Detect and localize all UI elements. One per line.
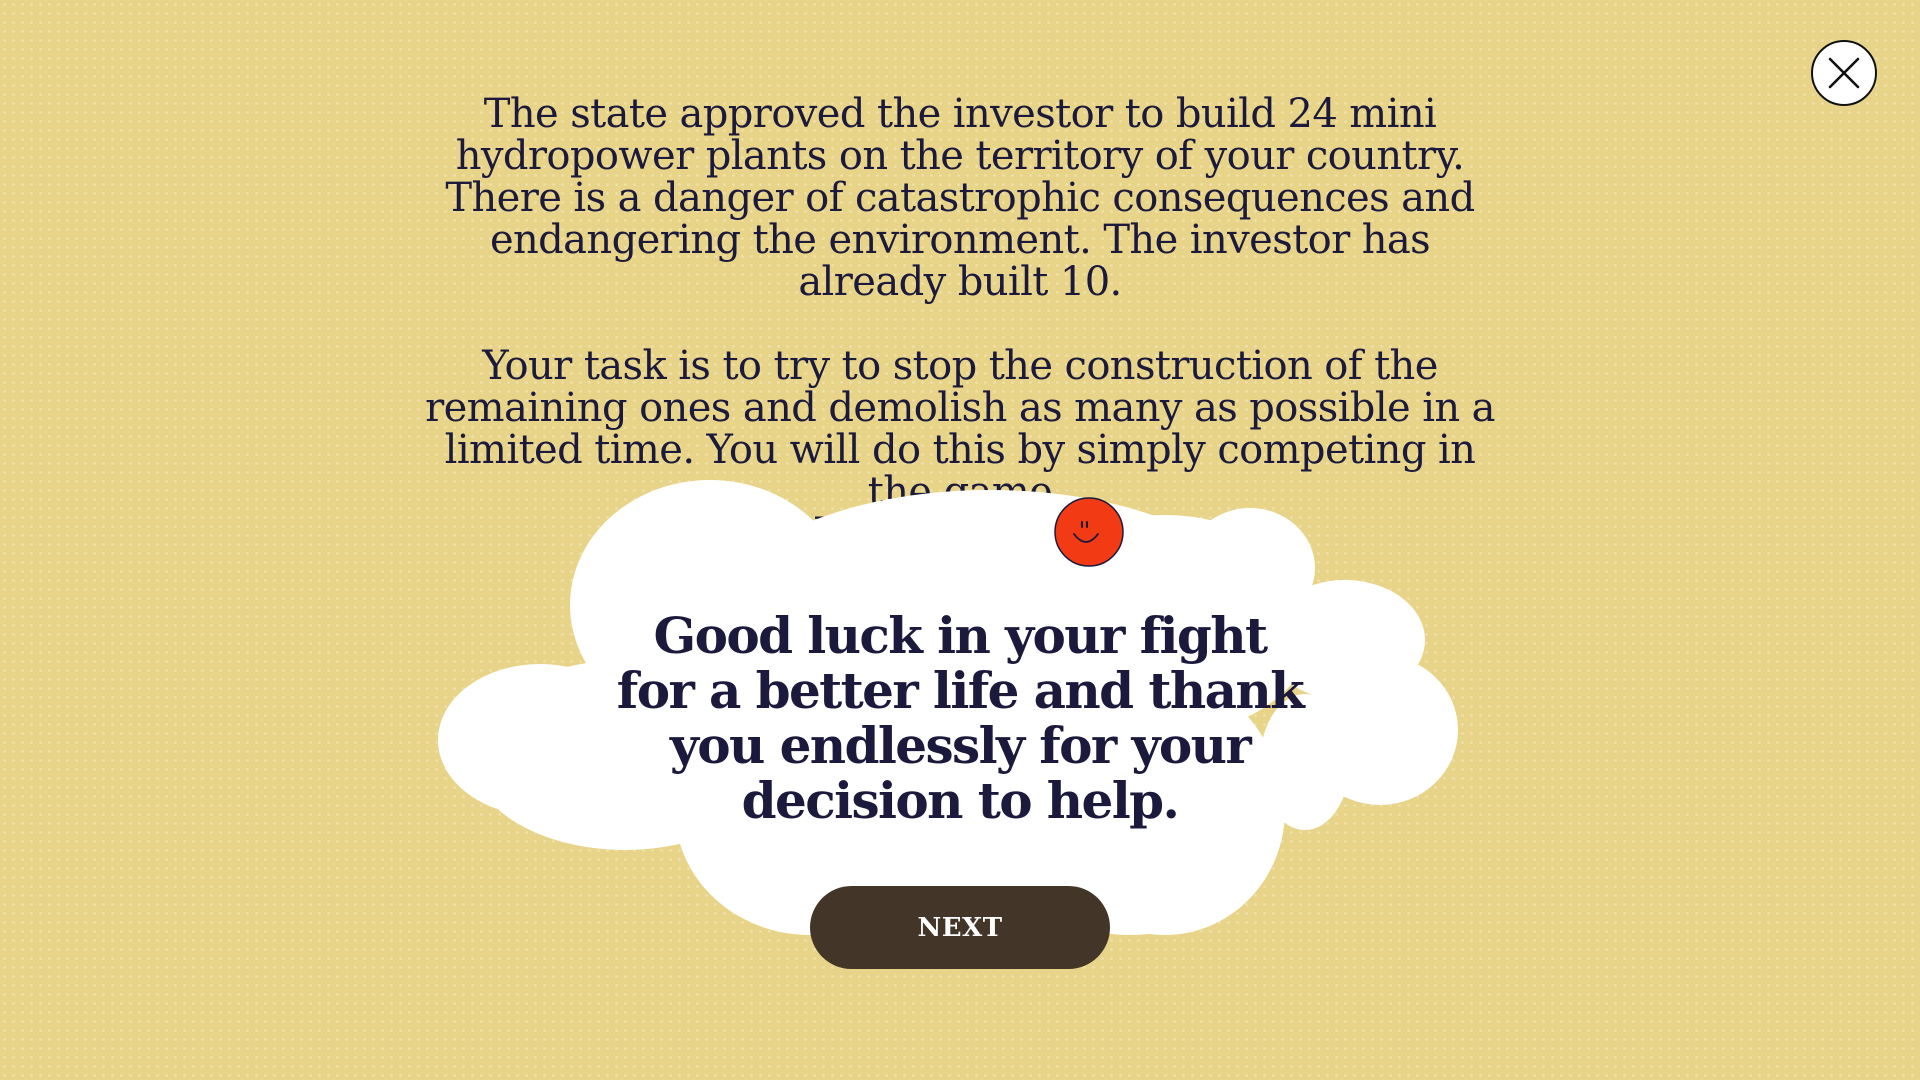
headline-line: Good luck in your fight xyxy=(653,606,1269,665)
headline-line: decision to help. xyxy=(741,771,1180,830)
close-icon xyxy=(1828,57,1860,89)
intro-paragraph-1: The state approved the investor to build… xyxy=(445,91,1475,305)
headline-line: you endlessly for your xyxy=(669,716,1252,775)
intro-paragraph-2-text: Your task is to try to stop the construc… xyxy=(425,343,1495,515)
headline-line: for a better life and thank xyxy=(616,661,1305,720)
headline: Good luck in your fight for a better lif… xyxy=(610,608,1310,828)
intro-paragraph-2: Your task is to try to stop the construc… xyxy=(420,345,1500,555)
next-button[interactable]: NEXT xyxy=(810,886,1110,969)
intro-text: The state approved the investor to build… xyxy=(410,93,1510,555)
close-button[interactable] xyxy=(1811,40,1877,106)
smiley-face-icon xyxy=(1054,497,1124,567)
